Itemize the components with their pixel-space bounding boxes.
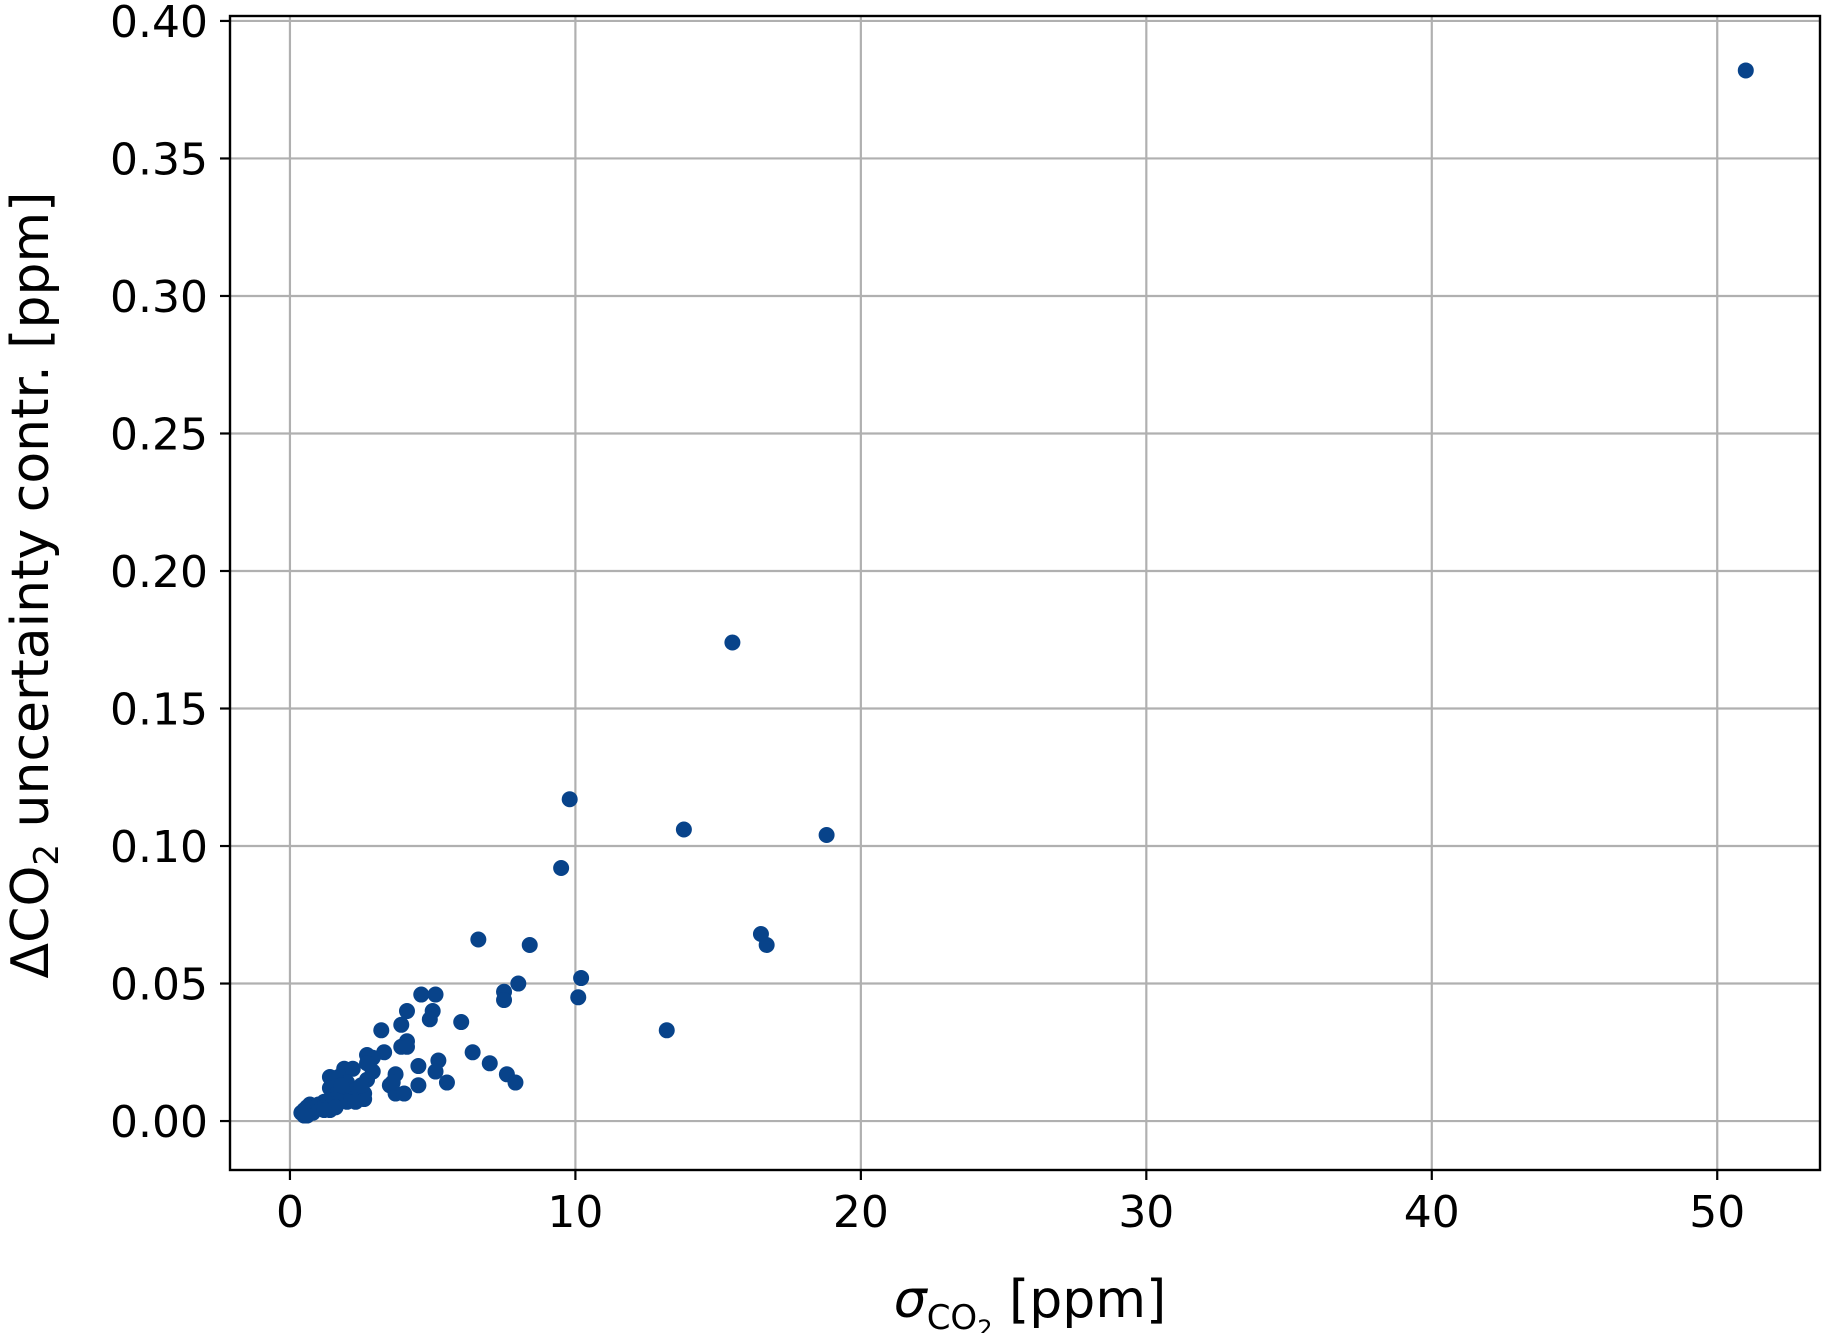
data-point [413,986,430,1003]
grid-lines [230,16,1820,1170]
data-point [453,1014,470,1031]
x-axis-label-subsubscript: 2 [977,1315,992,1333]
data-point [496,992,513,1009]
data-point [818,827,835,844]
y-tick-label: 0.35 [110,134,208,185]
data-point [427,1063,444,1080]
x-axis-label: σCO2 [ppm] [894,1270,1167,1333]
data-point [364,1063,381,1080]
y-tick-label: 0.25 [110,409,208,460]
data-point [570,989,587,1006]
data-point [573,970,590,987]
y-axis-label-suffix: uncertainty contr. [ppm] [1,192,61,844]
data-point [658,1022,675,1039]
x-axis-label-symbol: σ [894,1270,929,1330]
data-point [344,1060,361,1077]
data-point [1737,62,1754,79]
y-tick-label: 0.00 [110,1097,208,1148]
data-point [384,1074,401,1091]
data-point [393,1016,410,1033]
x-tick-label: 10 [547,1187,603,1238]
data-point [427,986,444,1003]
data-point [410,1058,427,1075]
y-tick-label: 0.40 [110,0,208,48]
y-tick-label: 0.05 [110,960,208,1011]
data-point [410,1077,427,1094]
data-point [510,975,527,992]
data-point [347,1093,364,1110]
y-tick-label: 0.10 [110,822,208,873]
x-axis-label-unit: [ppm] [992,1270,1166,1330]
data-point [398,1038,415,1055]
data-point [521,937,538,954]
y-tick-label: 0.15 [110,685,208,736]
y-axis-label: ΔCO2 uncertainty contr. [ppm] [1,192,67,979]
data-point [396,1085,413,1102]
x-axis-label-subscript: CO [927,1298,978,1333]
data-point [724,634,741,651]
data-point [373,1022,390,1039]
x-tick-label: 30 [1118,1187,1174,1238]
data-point [481,1055,498,1072]
x-tick-label: 40 [1404,1187,1460,1238]
data-point [296,1107,313,1124]
data-point [353,1077,370,1094]
x-axis-ticks: 0 10 20 30 40 50 [276,1170,1745,1238]
data-point [470,931,487,948]
data-point [464,1044,481,1061]
data-point [421,1011,438,1028]
y-axis-label-prefix: ΔCO [1,866,61,979]
data-point [553,860,570,877]
data-point [507,1074,524,1091]
data-point [438,1074,455,1091]
data-point [561,791,578,808]
x-tick-label: 50 [1689,1187,1745,1238]
data-point [758,937,775,954]
y-tick-label: 0.20 [110,547,208,598]
x-tick-label: 20 [833,1187,889,1238]
data-point [333,1077,350,1094]
data-point [398,1003,415,1020]
plot-frame [228,14,1822,1172]
y-tick-label: 0.30 [110,272,208,323]
x-tick-label: 0 [276,1187,304,1238]
y-axis-ticks: 0.00 0.05 0.10 0.15 0.20 0.25 0.30 0.35 0.40 [110,0,230,1148]
y-axis-label-subscript: 2 [27,844,67,866]
data-point [675,821,692,838]
data-point [316,1102,333,1119]
data-points [293,62,1754,1124]
